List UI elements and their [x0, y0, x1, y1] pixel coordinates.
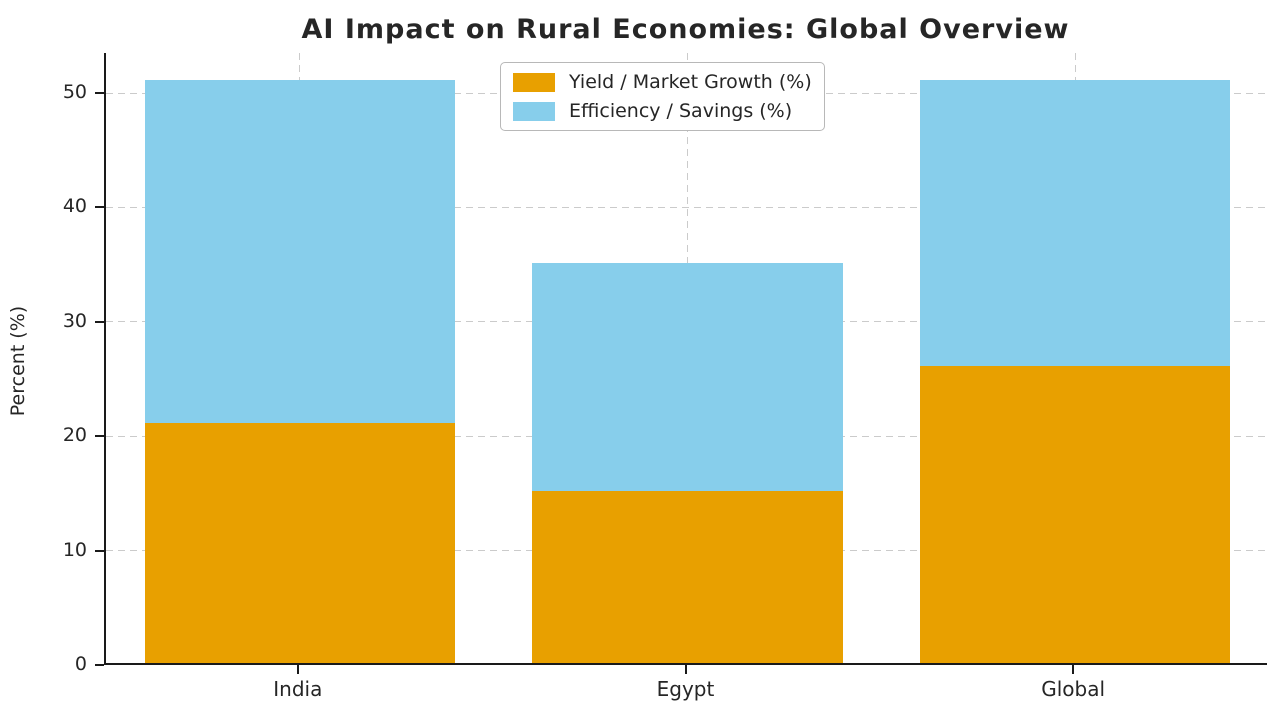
legend-item-efficiency-savings: Efficiency / Savings (%): [513, 100, 812, 122]
bar-india-yield-market-growth: [144, 422, 455, 663]
x-tick-india: [296, 665, 299, 674]
x-tick-egypt: [684, 665, 687, 674]
bar-egypt-yield-market-growth: [532, 491, 843, 663]
bar-india-efficiency-savings: [144, 79, 455, 423]
y-tick-label-40: 40: [62, 195, 87, 218]
y-tick-label-10: 10: [62, 538, 87, 561]
y-tick-0: [95, 664, 104, 666]
chart-title: AI Impact on Rural Economies: Global Ove…: [301, 14, 1070, 45]
legend-item-yield-market-growth: Yield / Market Growth (%): [513, 71, 812, 93]
bar-egypt-efficiency-savings: [532, 262, 843, 492]
x-tick-global: [1072, 665, 1075, 674]
x-tick-label-india: India: [273, 677, 323, 701]
y-tick-20: [95, 435, 104, 438]
y-tick-label-50: 50: [62, 81, 87, 104]
y-axis-label: Percent (%): [7, 305, 29, 417]
y-tick-50: [95, 92, 104, 95]
y-tick-label-30: 30: [62, 309, 87, 332]
plot-area: [104, 53, 1267, 665]
y-tick-30: [95, 320, 104, 323]
bar-global-yield-market-growth: [920, 365, 1231, 663]
legend: Yield / Market Growth (%) Efficiency / Sa…: [500, 62, 825, 131]
y-tick-label-0: 0: [74, 653, 87, 675]
y-tick-label-20: 20: [62, 424, 87, 447]
bar-global-efficiency-savings: [920, 79, 1231, 366]
x-tick-label-egypt: Egypt: [656, 677, 715, 701]
legend-label-yield-market-growth: Yield / Market Growth (%): [569, 71, 812, 93]
legend-swatch-efficiency-savings: [513, 101, 555, 121]
y-tick-10: [95, 549, 104, 552]
y-tick-40: [95, 206, 104, 209]
legend-label-efficiency-savings: Efficiency / Savings (%): [569, 100, 793, 122]
gridline-y-40: [106, 206, 1267, 208]
x-tick-label-global: Global: [1041, 677, 1106, 701]
legend-swatch-yield-market-growth: [513, 72, 555, 92]
